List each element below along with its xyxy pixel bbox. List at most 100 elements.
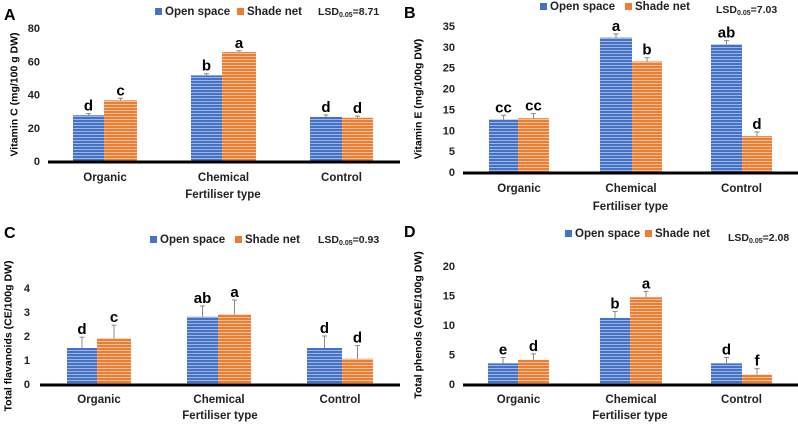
significance-letter: d: [84, 98, 93, 115]
legend-label: Shade net: [655, 228, 710, 240]
lsd-subscript: 0.05: [339, 240, 353, 247]
y-tick-label: 0: [24, 379, 30, 391]
bar-open-space: [191, 75, 222, 161]
legend-label: Open space: [550, 1, 615, 13]
y-tick-label: 1: [24, 355, 30, 367]
significance-letter: a: [230, 284, 239, 301]
y-tick-label: 5: [449, 146, 455, 158]
significance-letter: b: [642, 42, 651, 59]
panel-label: C: [4, 225, 16, 242]
y-axis-title: Vitamin E (mg/100g DW): [413, 39, 425, 160]
x-tick-label: Control: [320, 394, 361, 406]
y-tick-label: 15: [443, 104, 455, 116]
bar-open-space: [187, 316, 218, 384]
y-tick-label: 60: [28, 56, 40, 68]
panel-label: A: [4, 7, 16, 24]
significance-letter: d: [752, 116, 761, 133]
lsd-label: LSD: [716, 4, 737, 16]
lsd-label: LSD: [728, 232, 749, 244]
x-tick-label: Organic: [77, 394, 121, 406]
y-tick-label: 0: [449, 167, 455, 179]
legend-label: Open space: [165, 6, 230, 18]
significance-letter: ab: [194, 290, 212, 307]
significance-letter: ab: [718, 25, 736, 42]
lsd-annotation: LSD0.05=0.93: [318, 234, 379, 247]
bar-shade-net: [632, 61, 662, 173]
y-tick-label: 40: [28, 90, 40, 102]
bar-shade-net: [742, 136, 772, 172]
x-axis-title: Fertiliser type: [593, 201, 668, 213]
x-axis-title: Fertiliser type: [592, 410, 667, 422]
x-tick-label: Organic: [83, 172, 127, 184]
legend-label: Shade net: [635, 1, 690, 13]
significance-letter: a: [235, 35, 244, 52]
y-tick-label: 80: [28, 23, 40, 35]
legend-swatch: [645, 230, 652, 237]
x-tick-label: Chemical: [198, 172, 249, 184]
legend-swatch: [235, 236, 242, 243]
significance-letter: d: [353, 100, 362, 117]
y-tick-label: 3: [24, 307, 30, 319]
bar-open-space: [67, 348, 97, 384]
y-tick-label: 30: [443, 42, 455, 54]
significance-letter: c: [110, 309, 118, 326]
significance-letter: cc: [495, 99, 512, 116]
bar-open-space: [307, 348, 342, 384]
significance-letter: c: [116, 82, 124, 99]
y-tick-label: 0: [34, 156, 40, 168]
y-tick-label: 10: [443, 320, 455, 332]
bar-shade-net: [222, 52, 256, 162]
legend-label: Open space: [575, 228, 640, 240]
lsd-label: LSD: [318, 6, 339, 18]
significance-letter: e: [499, 341, 507, 358]
bar-open-space: [310, 116, 342, 161]
significance-letter: d: [722, 341, 731, 358]
panel-label: B: [404, 5, 416, 22]
x-tick-label: Organic: [497, 394, 541, 406]
significance-letter: b: [610, 295, 619, 312]
bar-shade-net: [518, 359, 549, 384]
x-tick-label: Control: [721, 183, 762, 195]
legend-label: Shade net: [245, 234, 300, 246]
x-tick-label: Chemical: [193, 394, 244, 406]
y-tick-label: 4: [24, 283, 31, 295]
significance-letter: d: [77, 321, 86, 338]
legend-swatch: [625, 3, 632, 10]
chart-panel-A: A 0 20 40 60 80 Vitamin C (mg/100 g DW) d b d c a d O…: [4, 6, 400, 201]
lsd-label: LSD: [318, 234, 339, 246]
lsd-value: =0.93: [353, 234, 380, 246]
bar-open-space: [711, 363, 742, 384]
bar-shade-net: [742, 374, 772, 384]
x-tick-label: Control: [321, 172, 362, 184]
x-tick-label: Chemical: [605, 394, 656, 406]
significance-letter: f: [755, 353, 761, 370]
y-axis-title: Total phenols (GAE/100g DW): [413, 251, 425, 398]
significance-letter: a: [612, 18, 621, 35]
lsd-annotation: LSD0.05=7.03: [716, 4, 777, 17]
legend-swatch: [540, 3, 547, 10]
bar-shade-net: [630, 297, 662, 384]
x-axis-title: Fertiliser type: [185, 189, 260, 201]
bar-shade-net: [518, 118, 549, 172]
lsd-value: =7.03: [751, 4, 778, 16]
x-tick-label: Chemical: [605, 183, 656, 195]
y-tick-label: 20: [443, 261, 455, 273]
bar-open-space: [600, 37, 632, 173]
y-tick-label: 35: [443, 21, 455, 33]
y-axis-title: Vitamin C (mg/100 g DW): [9, 32, 21, 156]
significance-letter: d: [353, 330, 362, 347]
legend-swatch: [155, 8, 162, 15]
x-tick-label: Organic: [497, 183, 541, 195]
legend-swatch: [237, 8, 244, 15]
bar-open-space: [73, 115, 104, 161]
y-tick-label: 20: [28, 123, 40, 135]
bar-open-space: [600, 317, 630, 384]
bar-open-space: [711, 44, 742, 172]
bar-open-space: [489, 119, 518, 172]
bar-shade-net: [104, 100, 137, 161]
x-axis-title: Fertiliser type: [182, 410, 257, 422]
lsd-annotation: LSD0.05=8.71: [318, 6, 379, 19]
y-tick-label: 15: [443, 291, 455, 303]
lsd-annotation: LSD0.05=2.08: [728, 232, 789, 245]
